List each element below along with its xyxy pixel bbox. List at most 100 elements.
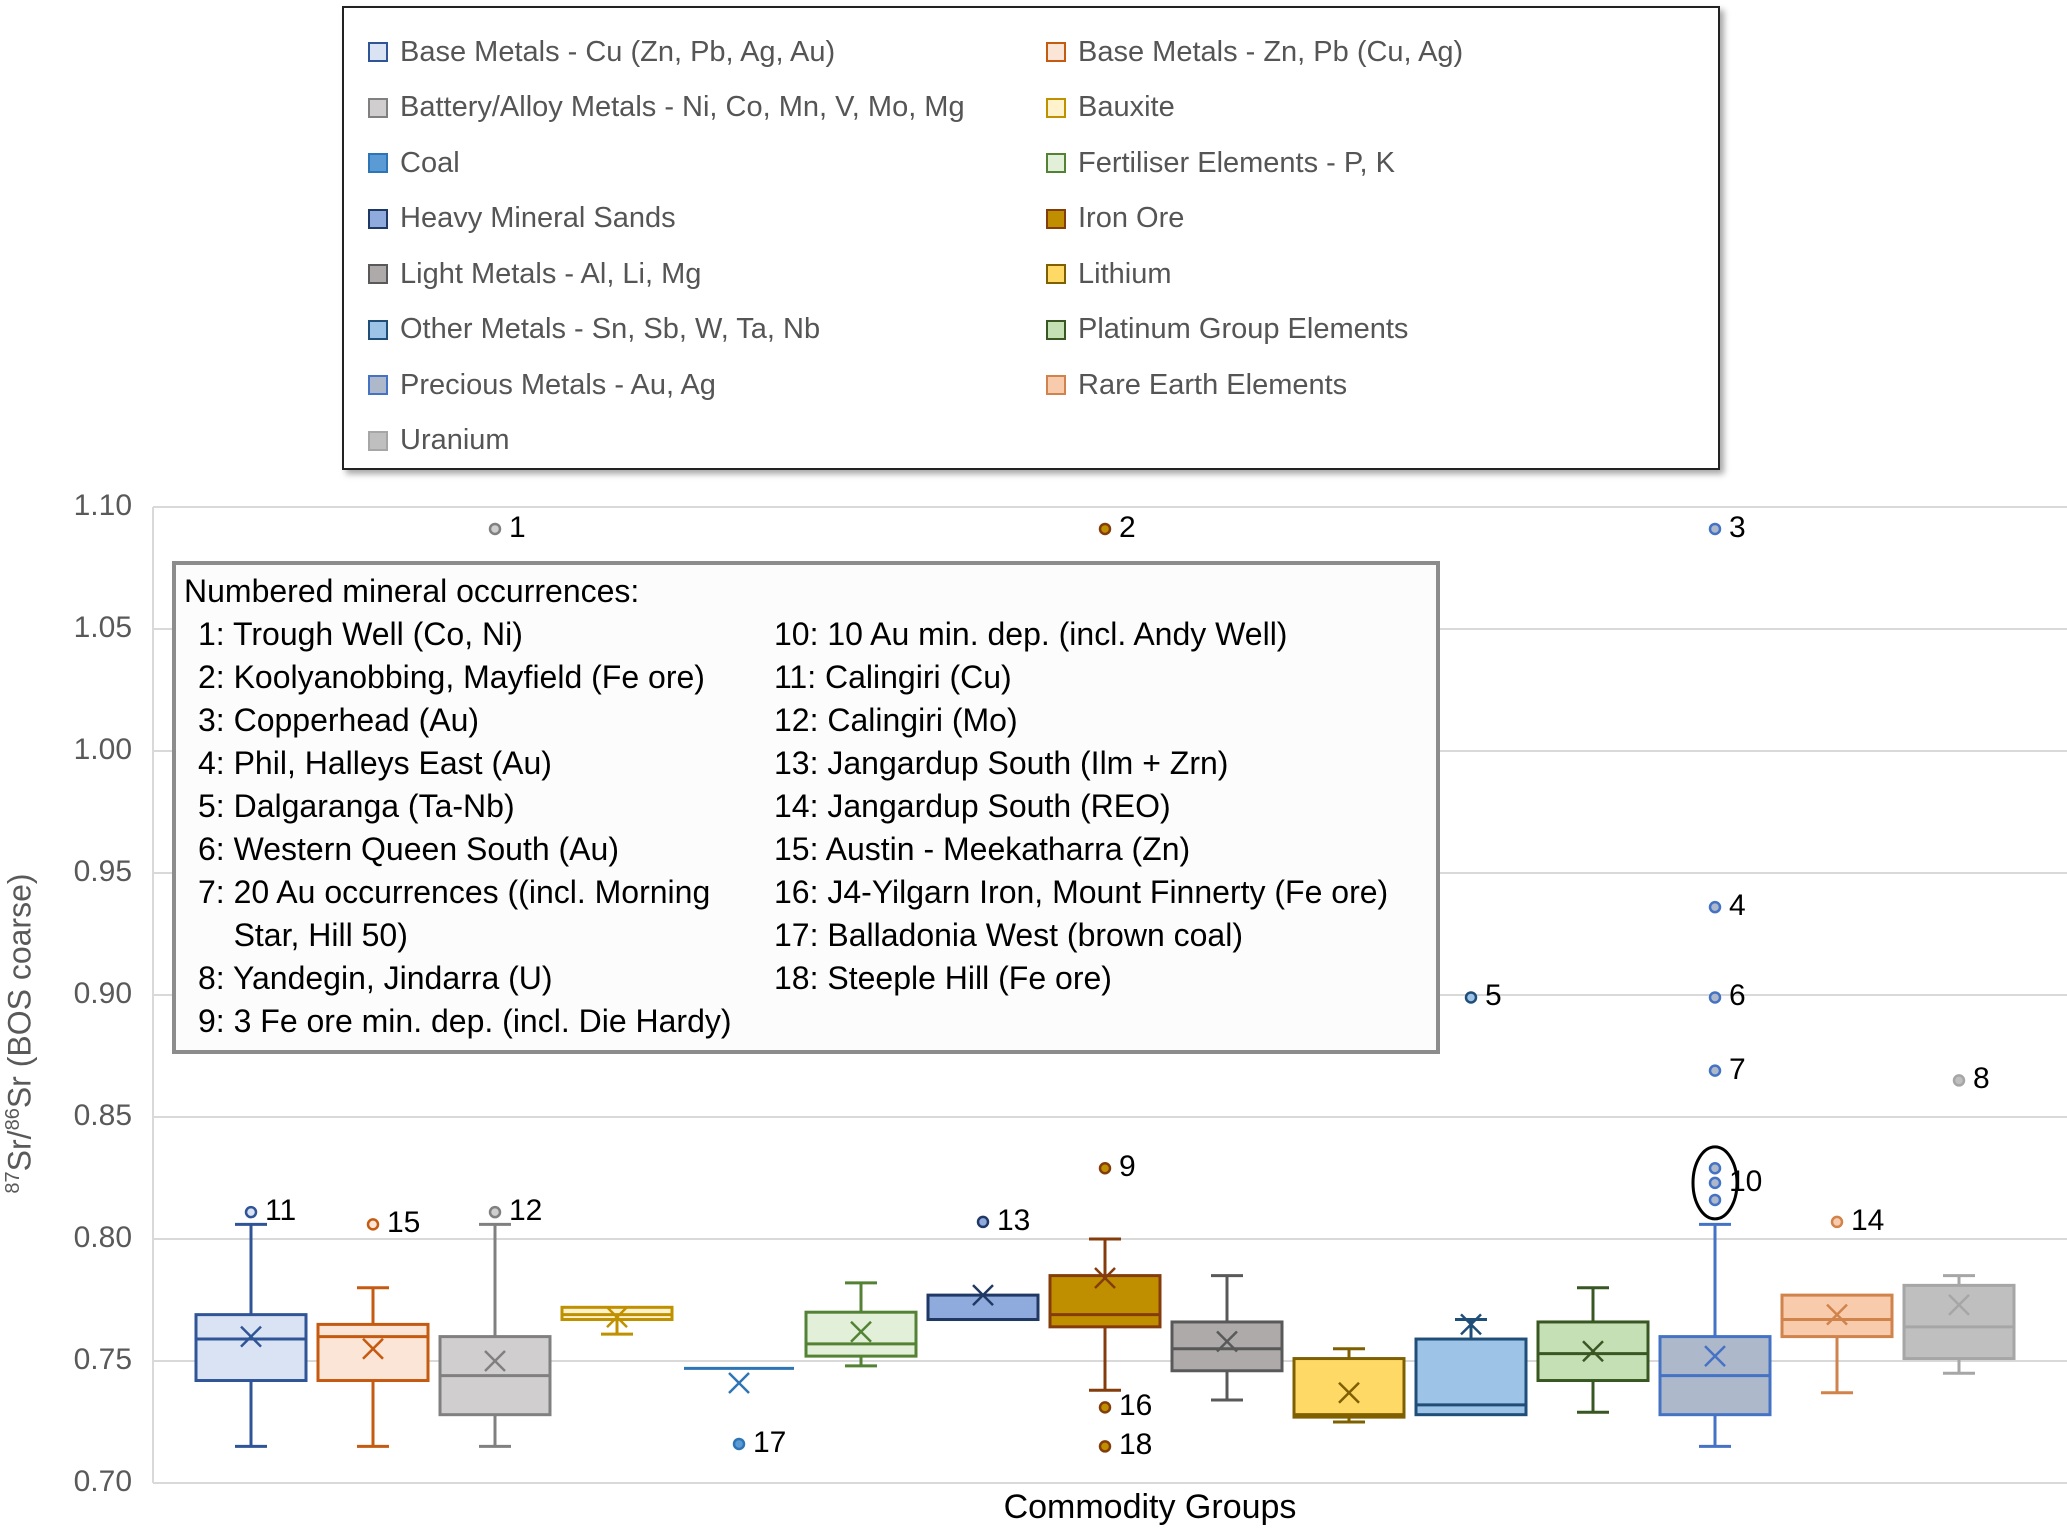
legend-swatch-icon [1046,153,1066,173]
outlier-label: 7 [1729,1052,1746,1086]
legend-item: Base Metals - Zn, Pb (Cu, Ag) [1046,32,1463,72]
legend-swatch-icon [368,319,388,340]
outlier-point [1708,1161,1722,1175]
outlier-label: 3 [1729,510,1746,544]
legend-item: Battery/Alloy Metals - Ni, Co, Mn, V, Mo… [368,88,965,128]
outlier-point [976,1215,990,1229]
notes-line: 18: Steeple Hill (Fe ore) [774,960,1112,996]
outlier-point [1708,1064,1722,1077]
outlier-point [1830,1215,1844,1229]
legend-item: Lithium [1046,254,1172,294]
box-iqr [194,1313,308,1383]
outlier-label: 12 [509,1194,543,1228]
legend-item: Uranium [368,421,510,461]
mean-marker [1338,1381,1360,1404]
mean-marker [606,1306,628,1328]
outlier-label: 5 [1485,979,1502,1013]
box-iqr [926,1293,1040,1322]
y-tick-label: 0.85 [73,1099,132,1132]
legend-item: Precious Metals - Au, Ag [368,365,716,405]
mean-marker [1948,1293,1970,1316]
notes-line: 6: Western Queen South (Au) [198,831,619,867]
legend-label: Base Metals - Zn, Pb (Cu, Ag) [1078,35,1464,68]
box-4 [684,1366,794,1451]
notes-line: 11: Calingiri (Cu) [774,659,1012,695]
y-tick-label: 0.90 [73,977,132,1010]
legend-swatch-icon [1046,264,1066,284]
notes-line: 8: Yandegin, Jindarra (U) [198,960,553,996]
box-14 [1902,1074,2016,1375]
outlier-point [1464,991,1478,1004]
legend-item: Heavy Mineral Sands [368,199,676,239]
group-10-ellipse [1691,1145,1739,1221]
outlier-point [1708,991,1722,1004]
legend-item: Light Metals - Al, Li, Mg [368,254,701,294]
numbered-occurrences-box: Numbered mineral occurrences: 1: Trough … [172,561,1440,1054]
notes-line: 5: Dalgaranga (Ta-Nb) [198,788,515,824]
legend-item: Platinum Group Elements [1046,310,1408,350]
legend-item: Base Metals - Cu (Zn, Pb, Ag, Au) [368,32,835,72]
box-iqr [804,1310,918,1358]
outlier-label: 13 [997,1203,1031,1237]
notes-line: Star, Hill 50) [198,917,408,953]
box-iqr [1170,1320,1284,1373]
legend-swatch-icon [1046,97,1066,118]
box-iqr [1536,1320,1650,1383]
legend-label: Heavy Mineral Sands [400,202,676,234]
mean-marker [484,1350,506,1372]
y-tick-label: 1.00 [73,733,132,766]
outlier-label: 11 [265,1194,297,1228]
legend-item: Rare Earth Elements [1046,365,1347,405]
notes-line: 3: Copperhead (Au) [198,702,480,738]
legend-label: Coal [400,146,460,179]
mean-marker [362,1337,384,1360]
outlier-point [1098,522,1112,536]
legend-label: Light Metals - Al, Li, Mg [400,257,702,290]
y-tick-label: 0.70 [73,1465,132,1498]
legend-swatch-icon [1046,42,1066,62]
y-tick-label: 1.05 [73,611,132,644]
notes-line: 17: Balladonia West (brown coal) [774,917,1243,953]
legend-swatch-icon [368,375,388,395]
legend: Base Metals - Cu (Zn, Pb, Ag, Au) Base Me… [342,6,1720,470]
mean-marker [240,1325,262,1348]
mean-marker [1582,1340,1604,1363]
box-3 [560,1305,674,1336]
notes-line: 2: Koolyanobbing, Mayfield (Fe ore) [198,659,705,695]
notes-title: Numbered mineral occurrences: [184,573,640,609]
outlier-label: 2 [1119,510,1136,544]
mean-marker [1094,1267,1116,1289]
outlier-label: 14 [1851,1203,1885,1237]
notes-line: 16: J4-Yilgarn Iron, Mount Finnerty (Fe … [774,874,1389,910]
y-axis-label: 87Sr/86Sr (BOS coarse) [1,873,38,1194]
box-0 [194,1205,308,1448]
outlier-label: 16 [1119,1389,1153,1423]
box-12 [1658,522,1772,1448]
outlier-point [1708,522,1722,536]
outlier-point [1098,1401,1112,1414]
outlier-label: 9 [1119,1150,1136,1184]
outlier-point [488,1205,502,1219]
notes-line: 1: Trough Well (Co, Ni) [198,616,523,652]
outlier-point [1708,900,1722,914]
mean-marker [728,1372,750,1394]
box-7 [1048,522,1162,1453]
notes-line: 9: 3 Fe ore min. dep. (incl. Die Hardy) [198,1003,732,1039]
x-axis-label: Commodity Groups [1003,1488,1297,1526]
legend-item: Iron Ore [1046,199,1184,239]
legend-label: Platinum Group Elements [1078,313,1409,345]
legend-swatch-icon [368,264,388,284]
outlier-label: 17 [753,1425,787,1459]
box-iqr [1292,1357,1406,1419]
legend-label: Rare Earth Elements [1078,368,1348,401]
outlier-point [1708,1193,1722,1207]
outlier-point [1708,1176,1722,1190]
outlier-label: 8 [1973,1062,1990,1096]
mean-marker [1460,1313,1482,1336]
legend-item: Fertiliser Elements - P, K [1046,143,1395,183]
notes-line: 10: 10 Au min. dep. (incl. Andy Well) [774,616,1288,652]
outlier-point [488,522,502,536]
outlier-label: 10 [1729,1164,1763,1198]
legend-label: Bauxite [1078,91,1175,123]
outlier-label: 1 [509,510,526,544]
